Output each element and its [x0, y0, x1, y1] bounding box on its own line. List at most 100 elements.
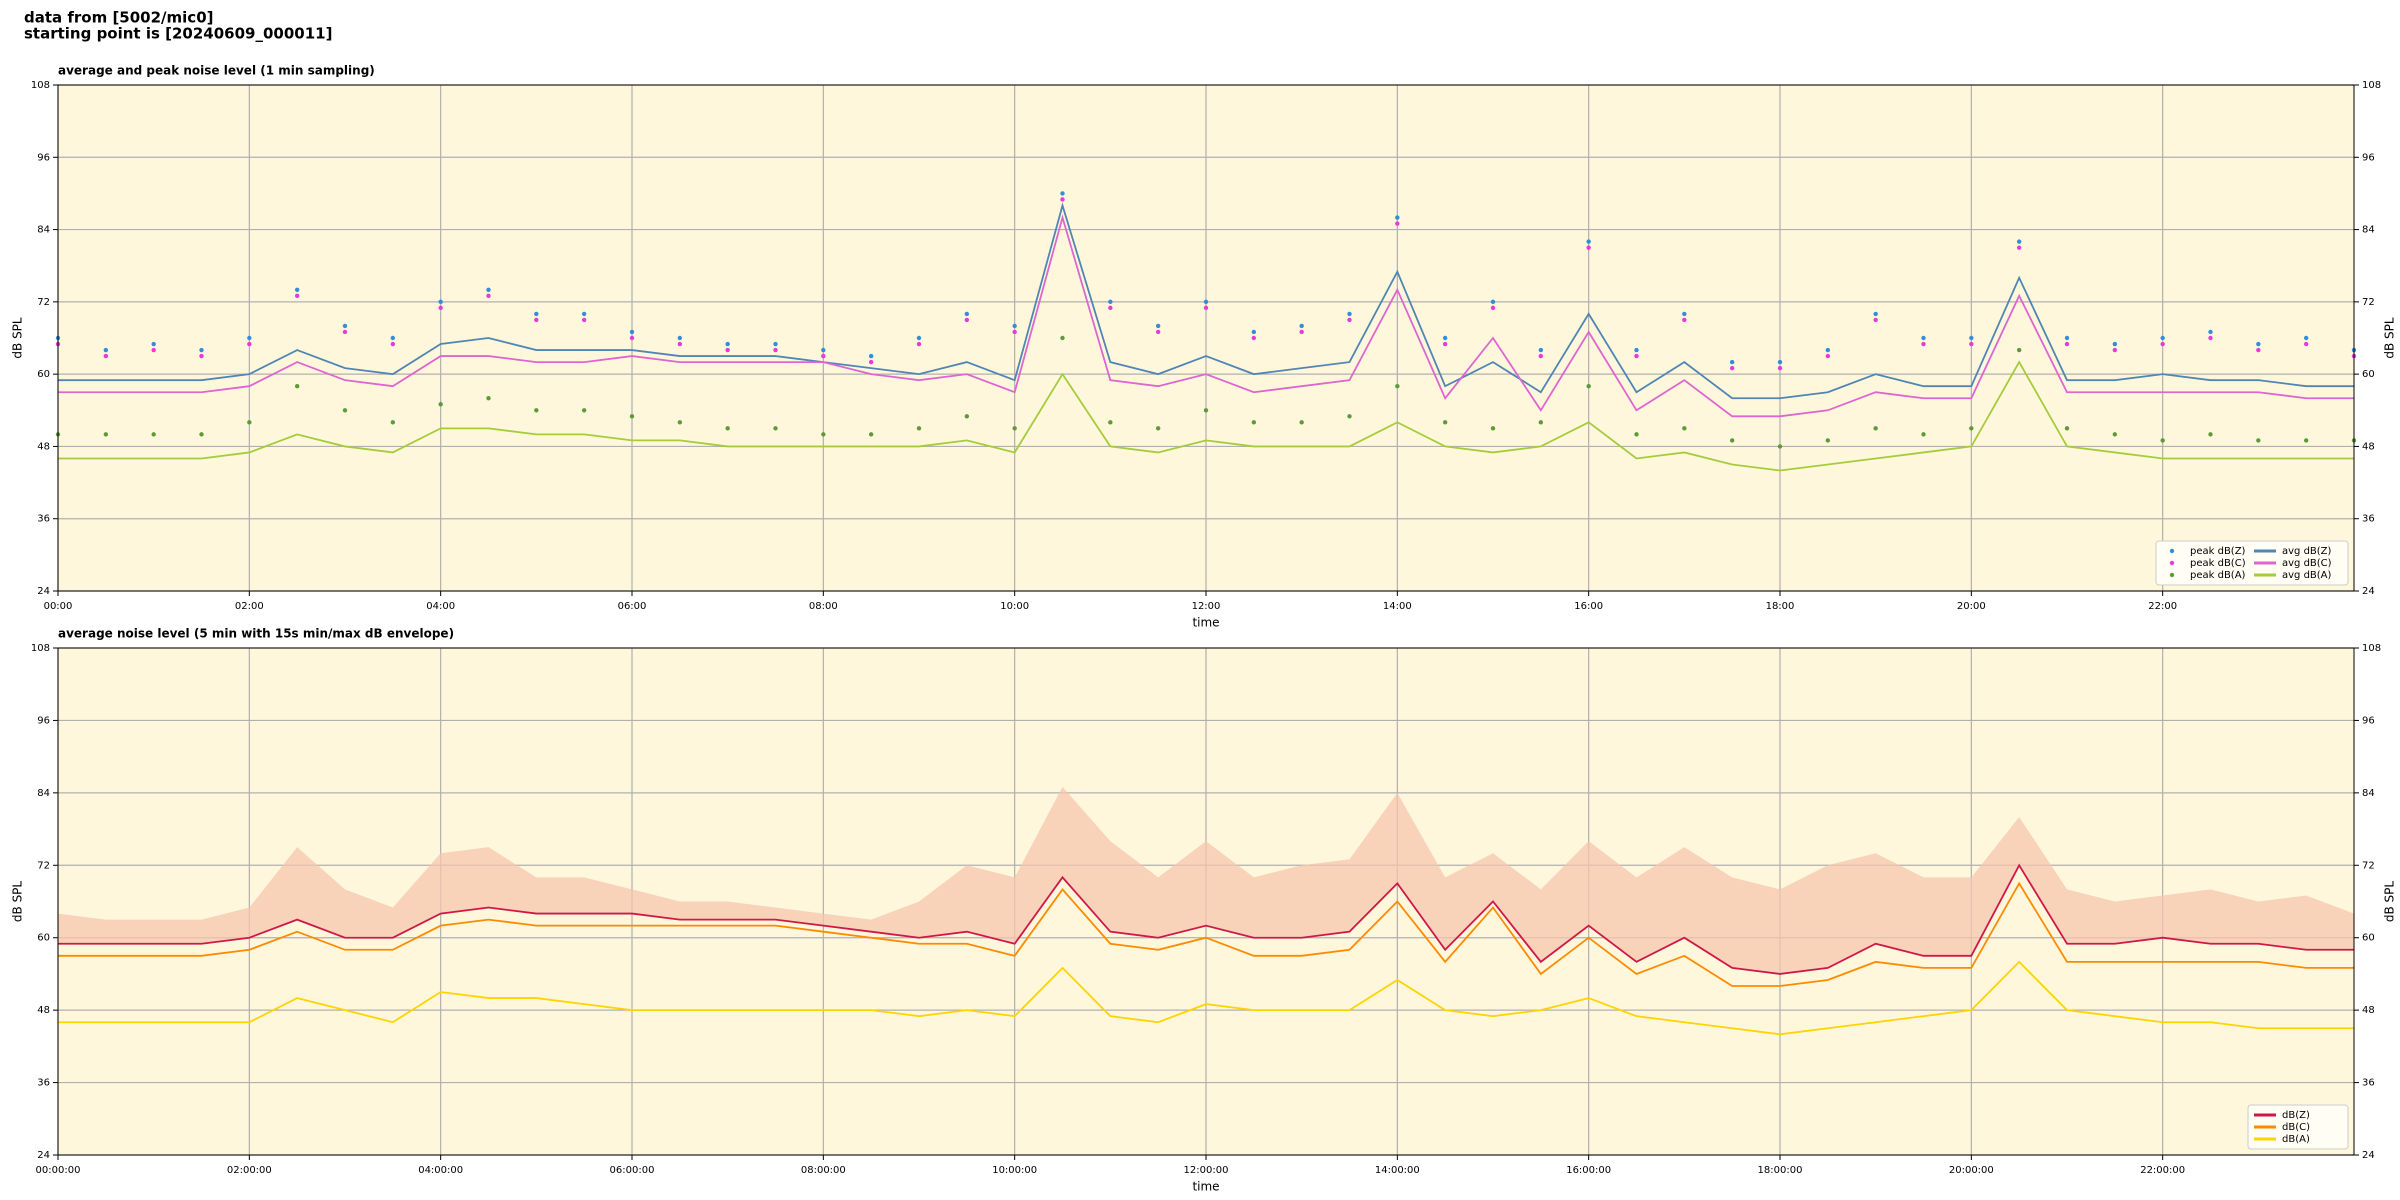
series-line: [58, 881, 2354, 987]
peak-point: [2303, 341, 2309, 347]
y-axis-label: dB SPL: [2383, 881, 2397, 923]
peak-point: [868, 353, 874, 359]
series-line: [58, 202, 2354, 400]
peak-point: [1299, 323, 1304, 329]
peak-point: [2303, 335, 2309, 341]
x-tick-label: 08:00: [809, 601, 838, 612]
x-tick-label: 02:00:00: [227, 1165, 272, 1176]
peak-point: [629, 335, 635, 341]
legend-label: avg dB(C): [2282, 558, 2332, 569]
peak-point: [2016, 239, 2022, 244]
peak-point: [438, 402, 443, 407]
peak-point: [1921, 432, 1926, 437]
peak-point: [629, 414, 635, 419]
y-tick-label: 60: [2362, 369, 2375, 380]
peak-point: [868, 432, 874, 437]
y-tick-label: 48: [2362, 441, 2375, 452]
peak-point: [1155, 323, 1161, 329]
peak-point: [103, 353, 109, 359]
chart-panel: average noise level (5 min with 15s min/…: [11, 627, 2397, 1194]
y-tick-label: 96: [37, 715, 50, 726]
peak-point: [1682, 317, 1687, 323]
x-tick-label: 20:00:00: [1949, 1165, 1994, 1176]
x-tick-label: 12:00:00: [1184, 1165, 1229, 1176]
peak-point: [1969, 426, 1974, 431]
y-tick-label: 24: [2362, 586, 2375, 597]
plot-frame: [57, 647, 2355, 1156]
y-tick-label: 108: [31, 643, 50, 654]
peak-point: [342, 323, 348, 329]
peak-point: [2160, 438, 2165, 443]
peak-point: [821, 432, 826, 437]
x-tick-label: 00:00: [44, 601, 73, 612]
peak-point: [1921, 341, 1926, 347]
y-tick-label: 72: [37, 297, 50, 308]
x-axis-label: time: [1192, 1180, 1219, 1194]
y-axis-label: dB SPL: [11, 881, 25, 923]
peak-point: [390, 341, 396, 347]
y-tick-label: 36: [2362, 514, 2375, 525]
peak-point: [2112, 341, 2118, 347]
peak-point: [1586, 383, 1591, 389]
y-tick-label: 36: [2362, 1078, 2375, 1089]
peak-point: [725, 347, 730, 353]
peak-point: [1395, 221, 1400, 226]
peak-point: [1490, 426, 1496, 431]
peak-point: [1108, 299, 1113, 305]
y-tick-label: 84: [37, 225, 50, 236]
peak-point: [1777, 365, 1783, 371]
peak-point: [2256, 341, 2261, 347]
peak-point: [199, 432, 204, 437]
peak-point: [1682, 426, 1687, 431]
peak-point: [1634, 347, 1639, 353]
peak-point: [916, 426, 922, 431]
peak-point: [629, 329, 635, 335]
peak-point: [2160, 341, 2165, 347]
peak-point: [1251, 335, 1257, 341]
peak-point: [2112, 347, 2118, 353]
peak-point: [1155, 329, 1161, 335]
peak-point: [868, 359, 874, 365]
legend-label: peak dB(A): [2190, 570, 2246, 581]
peak-point: [581, 317, 587, 323]
y-tick-label: 48: [37, 441, 50, 452]
x-tick-label: 16:00:00: [1566, 1165, 1611, 1176]
peak-point: [1012, 426, 1017, 431]
x-tick-label: 16:00: [1574, 601, 1603, 612]
y-tick-label: 84: [2362, 225, 2375, 236]
peak-point: [2016, 347, 2022, 353]
peak-point: [342, 408, 348, 413]
peak-point: [438, 299, 443, 305]
peak-point: [1012, 329, 1017, 335]
peak-point: [247, 420, 252, 425]
legend: dB(Z)dB(C)dB(A): [2247, 1104, 2349, 1150]
y-tick-label: 84: [2362, 788, 2375, 799]
series-line: [58, 360, 2354, 472]
peak-point: [390, 335, 396, 341]
peak-point: [534, 408, 539, 413]
peak-point: [916, 335, 922, 341]
peak-point: [1490, 299, 1496, 305]
peak-point: [2064, 426, 2070, 431]
peak-point: [964, 317, 970, 323]
peak-point: [2064, 335, 2070, 341]
y-tick-label: 60: [37, 933, 50, 944]
peak-point: [2112, 432, 2118, 437]
legend-label: dB(A): [2282, 1134, 2310, 1145]
peak-point: [1825, 347, 1831, 353]
peak-point: [151, 341, 156, 347]
y-axis-label: dB SPL: [2383, 317, 2397, 359]
peak-point: [1682, 311, 1687, 317]
peak-point: [677, 420, 683, 425]
peak-point: [2256, 347, 2261, 353]
peak-point: [1873, 317, 1878, 323]
y-axis-label: dB SPL: [11, 317, 25, 359]
x-tick-label: 04:00:00: [418, 1165, 463, 1176]
peak-point: [964, 414, 970, 419]
peak-point: [1060, 191, 1065, 196]
y-tick-label: 36: [37, 1078, 50, 1089]
x-axis-label: time: [1192, 616, 1219, 630]
x-tick-label: 00:00:00: [36, 1165, 81, 1176]
peak-point: [2256, 438, 2261, 443]
peak-point: [1299, 420, 1304, 425]
